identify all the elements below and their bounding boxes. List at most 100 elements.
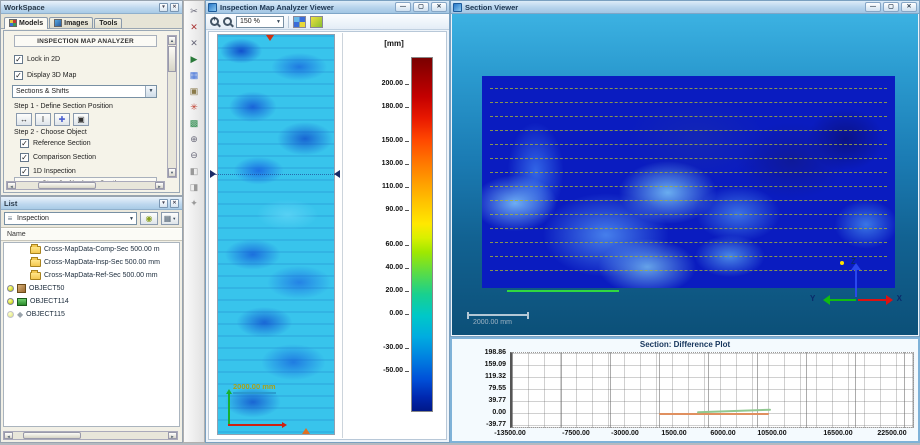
step1-tool-row: ↔ I ✚ ▣ [16, 113, 92, 126]
list-column-header[interactable]: Name [1, 228, 182, 241]
panel-section-title: INSPECTION MAP ANALYZER [14, 35, 157, 47]
chevron-down-icon: ▼ [145, 86, 156, 97]
list-panel: List ▾ ✕ ≡ Inspection ▼ ◉ ▦▼ Name Cross-… [0, 196, 183, 443]
play-flag-icon[interactable]: ▶ [186, 52, 202, 67]
close-button[interactable]: ✕ [431, 2, 447, 12]
view-mode-button[interactable]: ▦▼ [161, 212, 179, 225]
tree-item[interactable]: ◆OBJECT115 [4, 308, 179, 321]
scroll-down-icon[interactable]: ▼ [168, 168, 176, 177]
workspace-hscrollbar[interactable]: ◄ ► [6, 181, 165, 190]
tab-tools[interactable]: Tools [94, 18, 122, 28]
list-filter-dropdown[interactable]: ≡ Inspection ▼ [4, 212, 137, 225]
y-tick-label: 198.86 [454, 349, 506, 356]
select-icon[interactable]: ✦ [186, 196, 202, 211]
checkbox-1d-inspection[interactable]: ✓ 1D Inspection [20, 167, 76, 176]
scale-bar: 2000.00 mm [467, 314, 537, 326]
checkbox-reference-section[interactable]: ✓ Reference Section [20, 139, 91, 148]
section-window-titlebar[interactable]: Section Viewer — ▢ ✕ [451, 1, 919, 14]
palette-icon[interactable]: ▩ [186, 116, 202, 131]
tree-item[interactable]: Cross-MapData-Comp-Sec 500.00 m [4, 243, 179, 256]
visibility-bulb-icon[interactable] [7, 311, 14, 318]
scroll-up-icon[interactable]: ▲ [168, 36, 176, 45]
scale-tick: 20.00 [349, 287, 403, 294]
scale-tick: 110.00 [349, 183, 403, 190]
scroll-left-icon[interactable]: ◄ [4, 432, 13, 439]
checkbox-comparison-section[interactable]: ✓ Comparison Section [20, 153, 96, 162]
tree-item[interactable]: Cross-MapData-Insp-Sec 500.00 mm [4, 256, 179, 269]
x-tick-label: 22500.00 [864, 430, 920, 437]
apply-filter-button[interactable]: ◉ [140, 212, 158, 225]
zoom-in-icon[interactable]: ⊕ [186, 132, 202, 147]
map-window-titlebar[interactable]: Inspection Map Analyzer Viewer — ▢ ✕ [206, 1, 449, 14]
tab-images[interactable]: Images [49, 17, 93, 28]
color-map-toggle-icon[interactable] [293, 16, 306, 28]
tree-item[interactable]: OBJECT50 [4, 282, 179, 295]
workspace-titlebar: WorkSpace ▾ ✕ [1, 1, 182, 14]
list-title: List [4, 199, 17, 208]
section-viewer-window: Section Viewer — ▢ ✕ [450, 0, 920, 337]
maximize-button[interactable]: ▢ [413, 2, 429, 12]
panel-menu-button[interactable]: ▾ [159, 199, 168, 208]
panel-close-button[interactable]: ✕ [170, 3, 179, 12]
scale-tick: 130.00 [349, 160, 403, 167]
sections-shifts-dropdown[interactable]: Sections & Shifts ▼ [12, 85, 157, 98]
grid-icon: ▦ [164, 214, 172, 223]
color-map-icon[interactable]: ▦ [186, 68, 202, 83]
maximize-button[interactable]: ▢ [883, 2, 899, 12]
difference-series-line [659, 413, 769, 415]
map-2d-area[interactable]: 2000.00 mm [210, 33, 340, 438]
burst-icon[interactable]: ✳ [186, 100, 202, 115]
panel-close-button[interactable]: ✕ [170, 199, 179, 208]
visibility-bulb-icon[interactable] [7, 298, 14, 305]
move-section-icon[interactable]: ↔ [16, 113, 32, 126]
minimize-button[interactable]: — [395, 2, 411, 12]
section-handle-left[interactable] [210, 170, 216, 178]
workspace-title: WorkSpace [4, 3, 45, 12]
section-marker-top[interactable] [266, 35, 274, 41]
box-section-icon[interactable]: ▣ [73, 113, 89, 126]
visibility-bulb-icon[interactable] [7, 285, 14, 292]
x-tick-label: 1500.00 [646, 430, 702, 437]
zoom-in-icon[interactable]: + [210, 17, 219, 26]
step2-label: Step 2 - Choose Object [14, 129, 87, 136]
section-marker-bottom[interactable] [302, 428, 310, 434]
checkbox-lock-in-2d[interactable]: ✓ Lock in 2D [14, 55, 60, 64]
scale-tick: 0.00 [349, 310, 403, 317]
checkbox-display-3d-map[interactable]: ✓ Display 3D Map [14, 71, 76, 80]
scroll-right-icon[interactable]: ► [155, 182, 164, 189]
panel-menu-button[interactable]: ▾ [159, 3, 168, 12]
tree-item[interactable]: Cross-MapData-Ref-Sec 500.00 mm [4, 269, 179, 282]
snapshot-icon[interactable]: ▣ [186, 84, 202, 99]
minimize-button[interactable]: — [865, 2, 881, 12]
map-toolbar: + − 150 % ▼ [206, 14, 449, 30]
scissors-icon[interactable]: ✂ [186, 4, 202, 19]
scroll-left-icon[interactable]: ◄ [7, 182, 16, 189]
zoom-level-dropdown[interactable]: 150 % ▼ [236, 16, 284, 28]
section-window-title: Section Viewer [465, 3, 518, 12]
section-position-line[interactable] [215, 174, 335, 175]
tab-models[interactable]: Models [4, 17, 48, 29]
scrollbar-thumb[interactable] [168, 46, 176, 72]
scrollbar-thumb[interactable] [23, 432, 81, 439]
tree-item[interactable]: OBJECT114 [4, 295, 179, 308]
erase-icon[interactable]: ✕ [186, 36, 202, 51]
section-handle-right[interactable] [334, 170, 340, 178]
scrollbar-thumb[interactable] [38, 182, 96, 189]
view-right-icon[interactable]: ◨ [186, 180, 202, 195]
view-left-icon[interactable]: ◧ [186, 164, 202, 179]
list-menu-icon: ≡ [5, 214, 15, 223]
close-button[interactable]: ✕ [901, 2, 917, 12]
list-hscrollbar[interactable]: ◄ ► [3, 431, 178, 440]
scroll-right-icon[interactable]: ► [168, 432, 177, 439]
zoom-out-icon[interactable]: − [223, 17, 232, 26]
cursor-section-icon[interactable]: I [35, 113, 51, 126]
scan-line [490, 200, 887, 201]
flip-map-icon[interactable] [310, 16, 323, 28]
section-3d-viewport[interactable]: 2000.00 mm Z X Y [452, 14, 918, 335]
zoom-out-icon[interactable]: ⊖ [186, 148, 202, 163]
plot-area [510, 352, 914, 428]
workspace-vscrollbar[interactable]: ▲ ▼ [167, 35, 177, 178]
add-section-icon[interactable]: ✚ [54, 113, 70, 126]
delete-icon[interactable]: ✕ [186, 20, 202, 35]
inspection-heatmap-2d[interactable]: 2000.00 mm [217, 34, 335, 435]
